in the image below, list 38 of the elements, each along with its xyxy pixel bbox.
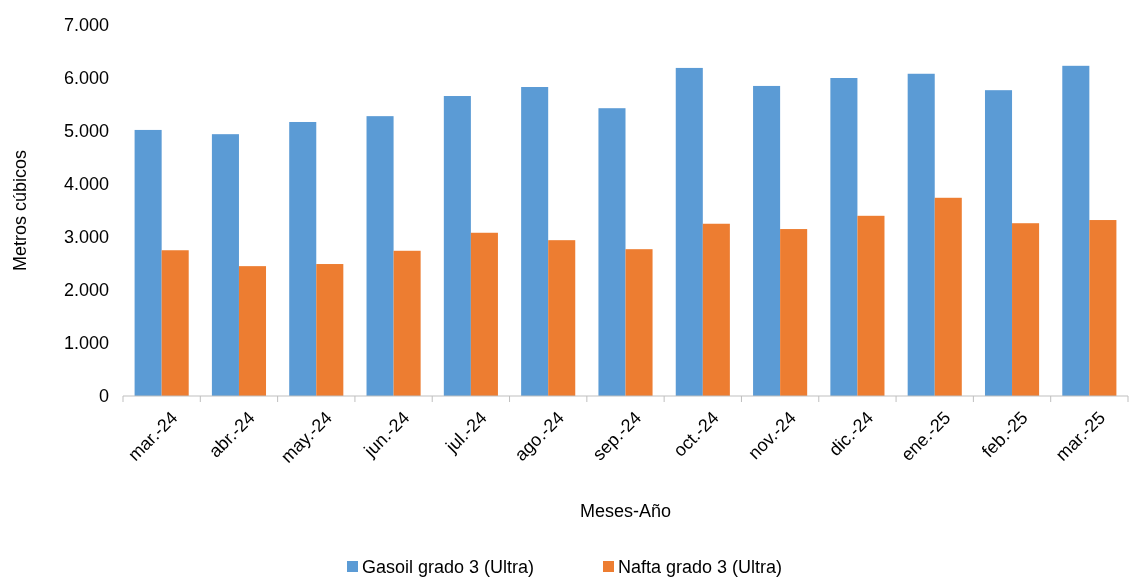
bar [316, 264, 344, 396]
bar [625, 249, 653, 396]
bar [393, 250, 421, 396]
bar [907, 73, 935, 396]
bar [470, 232, 498, 396]
bar [211, 134, 239, 396]
bar [857, 215, 885, 396]
bar [780, 229, 808, 396]
y-tick-label: 4.000 [63, 174, 109, 195]
bar [366, 116, 394, 396]
y-axis-title: Metros cúbicos [10, 149, 30, 272]
bar [830, 78, 858, 396]
y-tick-label: 2.000 [63, 280, 109, 301]
bar [702, 223, 730, 396]
y-tick-label: 0 [98, 386, 109, 407]
bar [753, 85, 781, 396]
bar [289, 121, 317, 396]
y-tick-label: 1.000 [63, 333, 109, 354]
x-axis-title: Meses-Año [579, 501, 672, 521]
bar [1062, 65, 1090, 396]
legend-label: Gasoil grado 3 (Ultra) [362, 557, 535, 578]
bar [238, 266, 267, 396]
bar [675, 67, 703, 396]
bar [548, 240, 576, 396]
legend-label: Nafta grado 3 (Ultra) [618, 557, 783, 578]
bar [161, 250, 189, 396]
y-tick-label: 6.000 [63, 68, 109, 89]
bar [134, 129, 162, 396]
bar [934, 197, 962, 396]
y-tick-label: 5.000 [63, 121, 109, 142]
bar [984, 90, 1013, 396]
y-tick-label: 7.000 [63, 15, 109, 36]
bar [1089, 220, 1117, 396]
bar [521, 87, 549, 396]
bar [443, 96, 471, 396]
y-tick-label: 3.000 [63, 227, 109, 248]
bar [598, 108, 626, 396]
bar [1012, 223, 1040, 396]
